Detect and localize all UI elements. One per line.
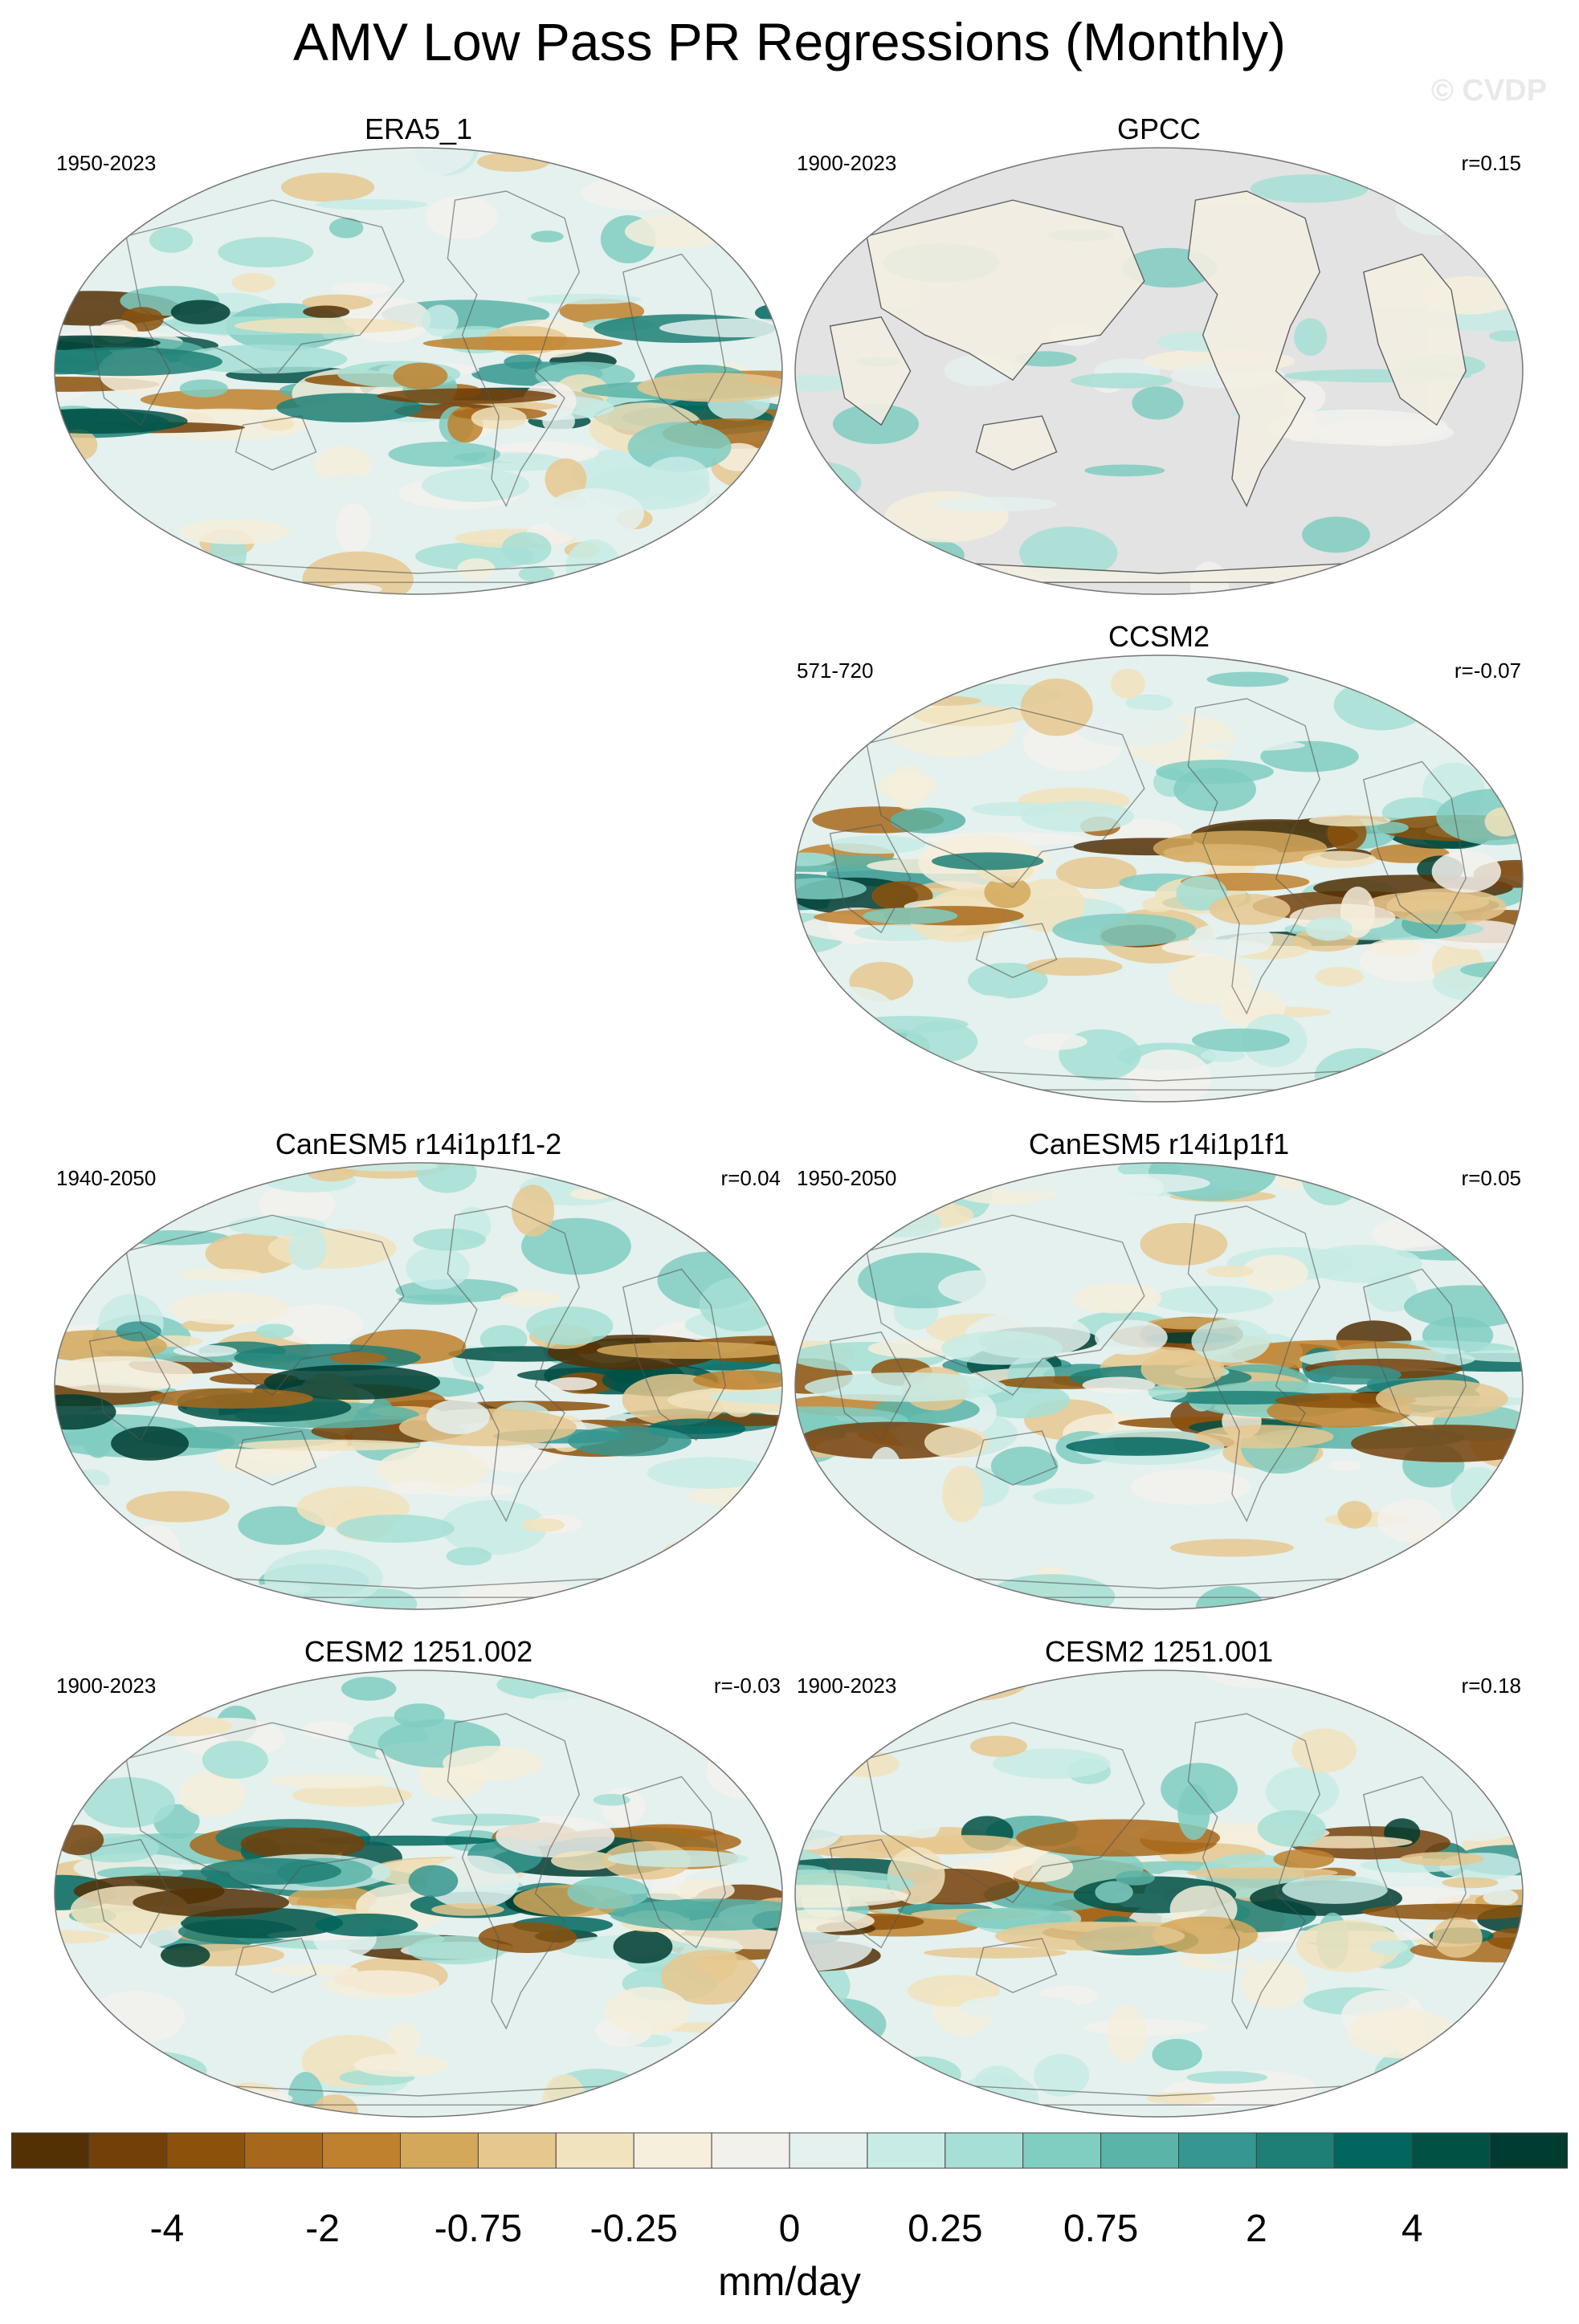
- panel-title: CCSM2: [1108, 620, 1210, 653]
- colorbar-tick-label: -2: [305, 2208, 340, 2250]
- pattern-correlation: r=-0.03: [713, 1674, 781, 1698]
- robinson-map: [54, 147, 783, 595]
- panel-period: 1950-2050: [797, 1166, 897, 1190]
- map-panel: ERA5_1 1950-2023: [53, 112, 784, 595]
- robinson-map: [54, 1670, 783, 2118]
- colorbar-swatch: [1333, 2132, 1413, 2169]
- pattern-correlation: r=0.15: [1461, 151, 1521, 175]
- colorbar-swatch: [867, 2132, 946, 2169]
- map-panel: CCSM2 571-720 r=-0.07: [794, 620, 1524, 1103]
- panel-title: CanESM5 r14i1p1f1-2: [275, 1127, 562, 1160]
- colorbar-swatch: [1411, 2132, 1491, 2169]
- watermark: © CVDP: [1430, 74, 1547, 108]
- colorbar-swatch: [477, 2132, 557, 2169]
- colorbar-tick-label: 2: [1246, 2208, 1267, 2250]
- panel-period: 1950-2023: [56, 151, 157, 175]
- robinson-map: [794, 654, 1524, 1103]
- pattern-correlation: r=0.04: [720, 1166, 781, 1190]
- panel-period: 1940-2050: [56, 1166, 157, 1190]
- panel-period: 571-720: [797, 658, 874, 683]
- colorbar-swatch: [945, 2132, 1024, 2169]
- colorbar-tick-label: -0.75: [434, 2208, 523, 2250]
- map-panel: GPCC 1900-2023 r=0.15: [794, 112, 1524, 595]
- colorbar-units: mm/day: [718, 2259, 861, 2304]
- robinson-map: [54, 1162, 783, 1610]
- panel-period: 1900-2023: [797, 1674, 897, 1698]
- panel-period: 1900-2023: [56, 1674, 157, 1698]
- colorbar-swatch: [322, 2132, 402, 2169]
- pattern-correlation: r=0.18: [1461, 1674, 1521, 1698]
- panel-title: ERA5_1: [364, 112, 473, 145]
- colorbar-tick-label: 0.75: [1063, 2208, 1139, 2250]
- colorbar-swatch: [789, 2132, 868, 2169]
- colorbar-swatch: [633, 2132, 712, 2169]
- pattern-correlation: r=0.05: [1461, 1166, 1521, 1190]
- panel-title: CESM2 1251.001: [1044, 1635, 1274, 1668]
- colorbar-tick-label: -4: [149, 2208, 185, 2250]
- colorbar-tick-label: 0.25: [908, 2208, 983, 2250]
- colorbar-swatch: [1022, 2132, 1102, 2169]
- panel-title: GPCC: [1116, 112, 1201, 145]
- colorbar-swatch: [244, 2132, 324, 2169]
- colorbar-swatch: [400, 2132, 479, 2169]
- colorbar-swatch: [1178, 2132, 1257, 2169]
- colorbar-tick-label: 0: [778, 2208, 801, 2250]
- colorbar-swatch: [1100, 2132, 1179, 2169]
- robinson-map: [794, 147, 1524, 595]
- colorbar-swatch: [555, 2132, 634, 2169]
- map-panel: CanESM5 r14i1p1f1 1950-2050 r=0.05: [794, 1127, 1524, 1610]
- panel-period: 1900-2023: [797, 151, 897, 175]
- colorbar-swatch: [1255, 2132, 1335, 2169]
- panel-title: CESM2 1251.002: [304, 1635, 533, 1668]
- robinson-map: [794, 1162, 1524, 1610]
- robinson-map: [794, 1670, 1524, 2118]
- map-panel: CanESM5 r14i1p1f1-2 1940-2050 r=0.04: [53, 1127, 784, 1610]
- figure-title: AMV Low Pass PR Regressions (Monthly): [292, 12, 1287, 71]
- colorbar-tick-label: -0.25: [590, 2208, 678, 2250]
- colorbar: [11, 2132, 1568, 2169]
- pattern-correlation: r=-0.07: [1454, 658, 1521, 683]
- colorbar-tick-label: 4: [1401, 2208, 1423, 2250]
- map-panel: CESM2 1251.002 1900-2023 r=-0.03: [53, 1635, 784, 2118]
- colorbar-swatch: [88, 2132, 168, 2169]
- panel-title: CanESM5 r14i1p1f1: [1028, 1127, 1290, 1160]
- colorbar-swatch: [711, 2132, 790, 2169]
- colorbar-swatch: [1489, 2132, 1568, 2169]
- colorbar-swatch: [11, 2132, 90, 2169]
- map-panel: CESM2 1251.001 1900-2023 r=0.18: [794, 1635, 1524, 2118]
- colorbar-swatch: [166, 2132, 246, 2169]
